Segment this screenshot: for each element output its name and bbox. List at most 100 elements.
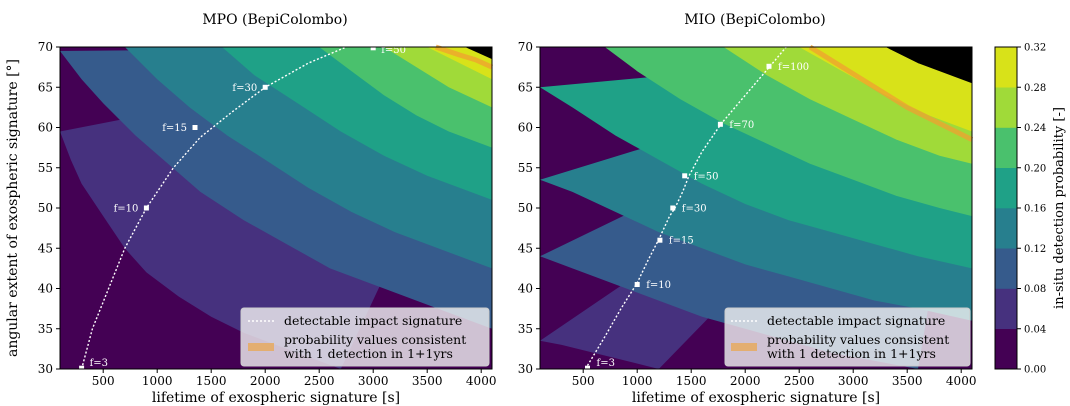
mpo-consistent-band: [435, 44, 494, 70]
colorbar-label: in-situ detection probability [-]: [1052, 107, 1067, 309]
mio-marker-0: [585, 365, 590, 371]
mpo-legend-band-swatch: [248, 343, 274, 351]
colorbar-cell-2: [995, 248, 1017, 289]
mpo-y-tick-label-8: 70: [38, 40, 53, 54]
colorbar-cell-1: [995, 288, 1017, 329]
colorbar-tick-label-2: 0.08: [1024, 284, 1046, 295]
colorbar-cell-7: [995, 47, 1017, 88]
mio-y-tick-label-4: 50: [518, 201, 533, 215]
mio-x-tick-label-4: 2500: [784, 374, 815, 388]
mpo-legend-band-label-2: with 1 detection in 1+1yrs: [284, 346, 453, 361]
mpo-y-tick-label-4: 50: [38, 201, 53, 215]
mio-contour-fills: [540, 47, 972, 369]
mio-y-tick-label-6: 60: [518, 121, 533, 135]
mio-x-tick-label-0: 500: [572, 374, 595, 388]
mpo-y-tick-label-5: 55: [38, 161, 53, 175]
mio-y-tick-label-5: 55: [518, 161, 533, 175]
mpo-y-tick-label-7: 65: [38, 80, 53, 94]
mio-y-tick-label-2: 40: [518, 282, 533, 296]
mpo-detectable-line: [80, 46, 347, 370]
mpo-y-tick-label-0: 30: [38, 362, 53, 376]
mpo-legend-line-label: detectable impact signature: [284, 313, 462, 328]
mio-marker-6: [766, 63, 772, 69]
mio-consistent-band-line: [808, 44, 974, 142]
mpo-marker-label-4: f=50: [381, 45, 406, 56]
mio-marker-1: [634, 282, 640, 287]
mpo-y-tick-label-3: 45: [38, 241, 53, 255]
mpo-y-tick-label-1: 35: [38, 322, 53, 336]
mpo-legend-band-label-1: probability values consistent: [284, 332, 466, 347]
mpo-y-ticks: 30 35 40 45 50 55 60 65 70: [38, 40, 60, 376]
mpo-x-tick-label-5: 3000: [358, 374, 389, 388]
mio-x-axis-label: lifetime of exospheric signature [s]: [632, 390, 880, 406]
colorbar-cell-3: [995, 208, 1017, 249]
mpo-marker-label-1: f=10: [114, 204, 139, 215]
mio-marker-label-1: f=10: [646, 280, 671, 291]
mio-y-tick-label-0: 30: [518, 362, 533, 376]
colorbar-tick-label-5: 0.20: [1024, 163, 1046, 174]
mio-marker-2: [657, 237, 663, 243]
mpo-marker-label-3: f=30: [232, 83, 257, 94]
mpo-x-axis-label: lifetime of exospheric signature [s]: [152, 390, 400, 406]
mio-x-ticks: 500 1000 1500 2000 2500 3000 3500 4000: [572, 369, 976, 388]
colorbar-cell-6: [995, 87, 1017, 128]
mpo-legend: detectable impact signature probability …: [240, 307, 490, 367]
mpo-contour-fills: [60, 47, 493, 369]
colorbar: 0.00 0.04 0.08 0.12 0.16 0.20 0.24 0.28 0.32 in-…: [994, 43, 1067, 376]
mio-x-tick-label-3: 2000: [730, 374, 761, 388]
mio-y-tick-label-7: 65: [518, 80, 533, 94]
mio-legend-band-swatch: [731, 343, 757, 351]
mio-marker-label-4: f=50: [694, 171, 719, 182]
mio-marker-label-6: f=100: [778, 62, 809, 73]
mpo-marker-3: [262, 84, 268, 90]
colorbar-cell-0: [995, 328, 1017, 370]
mio-legend: detectable impact signature probability …: [724, 307, 971, 367]
mpo-region-7: [427, 47, 492, 80]
mio-legend-band-label-1: probability values consistent: [767, 332, 949, 347]
mio-legend-box: [724, 307, 971, 367]
mio-marker-3: [670, 205, 676, 211]
mpo-legend-box: [240, 307, 490, 367]
mio-title: MIO (BepiColombo): [684, 12, 825, 28]
colorbar-ticks: 0.00 0.04 0.08 0.12 0.16 0.20 0.24 0.28 0.32: [1017, 43, 1046, 376]
mpo-x-tick-label-0: 500: [92, 374, 115, 388]
mio-marker-4: [682, 173, 688, 179]
mpo-y-tick-label-2: 40: [38, 282, 53, 296]
mio-x-tick-label-6: 3500: [892, 374, 923, 388]
mpo-title: MPO (BepiColombo): [202, 12, 347, 28]
mio-y-tick-label-8: 70: [518, 40, 533, 54]
colorbar-cell-4: [995, 167, 1017, 209]
mio-y-ticks: 30 35 40 45 50 55 60 65 70: [518, 40, 540, 376]
mio-marker-label-2: f=15: [669, 236, 694, 247]
mio-marker-5: [717, 121, 723, 127]
colorbar-tick-label-7: 0.28: [1024, 83, 1046, 94]
colorbar-cell-5: [995, 127, 1017, 168]
colorbar-tick-label-4: 0.16: [1024, 204, 1046, 215]
mpo-markers: f=3 f=10 f=15 f=30 f=50: [79, 45, 406, 371]
mio-x-tick-label-5: 3000: [838, 374, 869, 388]
mpo-x-tick-label-3: 2000: [250, 374, 281, 388]
mio-legend-line-label: detectable impact signature: [767, 313, 945, 328]
mpo-y-tick-label-6: 60: [38, 121, 53, 135]
mio-marker-label-0: f=3: [597, 358, 615, 369]
mpo-x-tick-label-4: 2500: [304, 374, 335, 388]
mpo-marker-4: [370, 45, 376, 51]
mpo-y-axis-label: angular extent of exospheric signature […: [5, 59, 21, 357]
colorbar-cells: [995, 47, 1017, 370]
mio-x-tick-label-2: 1500: [676, 374, 707, 388]
mpo-detectable-curve: [80, 46, 347, 370]
mpo-x-tick-label-6: 3500: [412, 374, 443, 388]
mio-consistent-band: [808, 44, 974, 142]
mio-markers: f=3 f=10 f=15 f=30 f=50 f=70 f=100: [585, 62, 809, 371]
mio-marker-label-3: f=30: [682, 204, 707, 215]
mpo-x-tick-label-7: 4000: [466, 374, 497, 388]
mio-panel: MIO (BepiColombo) f=3 f=10 f=15 f=30 f=50 f=7…: [518, 12, 977, 406]
mpo-consistent-band-line: [435, 44, 494, 70]
mpo-marker-label-0: f=3: [90, 358, 108, 369]
colorbar-tick-label-3: 0.12: [1024, 244, 1046, 255]
colorbar-tick-label-0: 0.00: [1024, 365, 1046, 376]
mio-x-tick-label-1: 1000: [622, 374, 653, 388]
mio-marker-label-5: f=70: [729, 120, 754, 131]
colorbar-tick-label-6: 0.24: [1024, 123, 1046, 134]
